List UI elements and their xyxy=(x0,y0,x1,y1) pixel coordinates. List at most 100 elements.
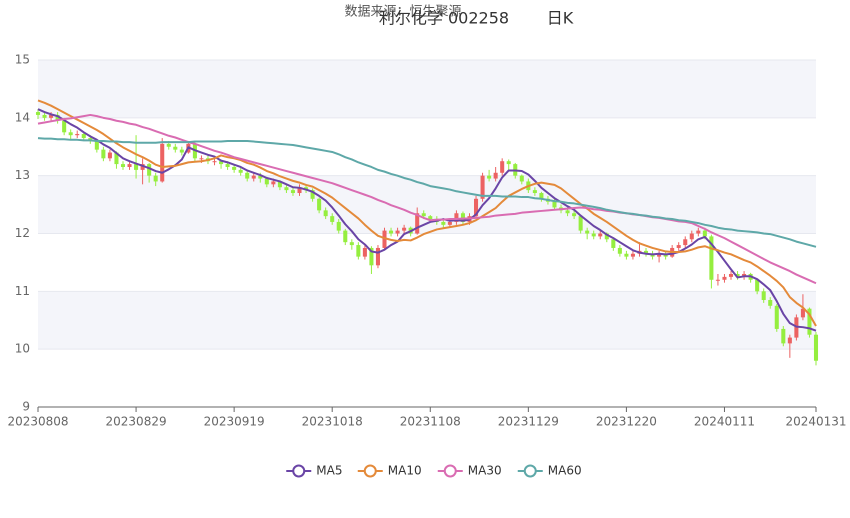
candle-body xyxy=(107,152,112,159)
legend-label: MA30 xyxy=(468,464,502,478)
candle-body xyxy=(120,164,126,167)
candle-body xyxy=(62,120,67,133)
candle-body xyxy=(35,112,41,115)
candle-body xyxy=(643,250,649,254)
split-area xyxy=(38,291,816,350)
x-tick-label: 20231018 xyxy=(302,415,363,429)
candle-body xyxy=(101,149,106,159)
candle-body xyxy=(552,201,557,208)
y-tick-label: 14 xyxy=(15,110,30,124)
candle-body xyxy=(42,114,47,118)
candle-body xyxy=(768,300,773,306)
candle-body xyxy=(349,242,354,246)
candle-body xyxy=(382,230,387,248)
candle-body xyxy=(702,230,707,237)
candle-body xyxy=(369,247,374,266)
candle-body xyxy=(264,178,269,185)
candle-body xyxy=(284,187,289,191)
x-tick-label: 20231220 xyxy=(596,415,657,429)
candle-body xyxy=(166,143,171,147)
candle-body xyxy=(617,247,622,254)
ma-line xyxy=(37,113,817,285)
candle-body xyxy=(362,247,367,257)
candle-body xyxy=(179,149,184,153)
candle-body xyxy=(68,132,73,136)
candle-body xyxy=(781,328,786,344)
candle-body xyxy=(676,245,681,248)
candle-body xyxy=(755,279,760,292)
x-tick-label: 20231108 xyxy=(400,415,461,429)
candle-body xyxy=(323,210,328,217)
candle-body xyxy=(689,233,694,240)
candle-body xyxy=(336,221,341,231)
candle-body xyxy=(761,291,766,301)
candle-body xyxy=(343,230,348,243)
candle-body xyxy=(813,334,819,361)
legend-label: MA5 xyxy=(316,464,342,478)
x-tick-label: 20230919 xyxy=(204,415,265,429)
candle-body xyxy=(140,164,145,170)
legend-label: MA10 xyxy=(388,464,422,478)
candle-body xyxy=(356,245,361,257)
candle-body xyxy=(598,233,603,237)
candle-body xyxy=(245,172,250,179)
candle-body xyxy=(591,233,596,237)
x-tick-label: 20230829 xyxy=(106,415,167,429)
candle-body xyxy=(317,198,322,211)
candle-body xyxy=(225,164,230,167)
candle-body xyxy=(630,253,635,257)
candle-body xyxy=(258,175,263,179)
legend-item: MA5 xyxy=(286,464,342,478)
candle-body xyxy=(153,175,158,182)
candle-body xyxy=(800,308,805,318)
candle-body xyxy=(55,114,60,121)
candle-body xyxy=(578,216,583,231)
legend-marker xyxy=(363,464,377,478)
candle-body xyxy=(787,337,792,344)
x-tick-label: 20240111 xyxy=(694,415,755,429)
legend-marker xyxy=(523,464,537,478)
candle-body xyxy=(94,140,99,150)
candle-body xyxy=(415,213,420,234)
candle-body xyxy=(127,164,132,167)
candle-body xyxy=(219,161,224,165)
candle-body xyxy=(807,308,812,335)
candle-body xyxy=(330,216,335,222)
candle-body xyxy=(474,198,479,217)
candle-body xyxy=(604,233,609,240)
legend-marker xyxy=(443,464,457,478)
legend-item: MA10 xyxy=(357,464,422,478)
y-tick-label: 12 xyxy=(15,226,30,240)
candle-body xyxy=(447,221,452,225)
candle-body xyxy=(134,164,139,170)
legend-item: MA60 xyxy=(517,464,582,478)
y-tick-label: 10 xyxy=(15,342,30,356)
candle-body xyxy=(290,190,296,194)
ma-line xyxy=(37,108,817,332)
candle-body xyxy=(487,175,492,179)
candle-body xyxy=(611,239,616,248)
candle-body xyxy=(173,146,178,150)
data-source: 数据来源：恒生聚源 xyxy=(344,5,461,20)
candle-body xyxy=(539,193,544,199)
candle-body xyxy=(75,134,80,136)
candle-body xyxy=(375,247,380,266)
legend-marker xyxy=(292,464,306,478)
x-tick-label: 20240131 xyxy=(785,415,846,429)
candle-body xyxy=(585,230,590,234)
candle-body xyxy=(81,134,86,139)
candle-body xyxy=(147,164,152,176)
candle-body xyxy=(480,175,485,199)
candle-body xyxy=(402,227,407,231)
candle-body xyxy=(715,279,720,281)
candle-body xyxy=(199,158,204,160)
candle-body xyxy=(395,230,400,234)
y-tick-label: 11 xyxy=(15,284,30,298)
candle-body xyxy=(493,172,498,179)
candle-body xyxy=(728,273,734,277)
x-tick-label: 20230808 xyxy=(7,415,68,429)
split-area xyxy=(38,60,816,118)
candle-body xyxy=(421,213,426,217)
candle-body xyxy=(238,169,243,173)
